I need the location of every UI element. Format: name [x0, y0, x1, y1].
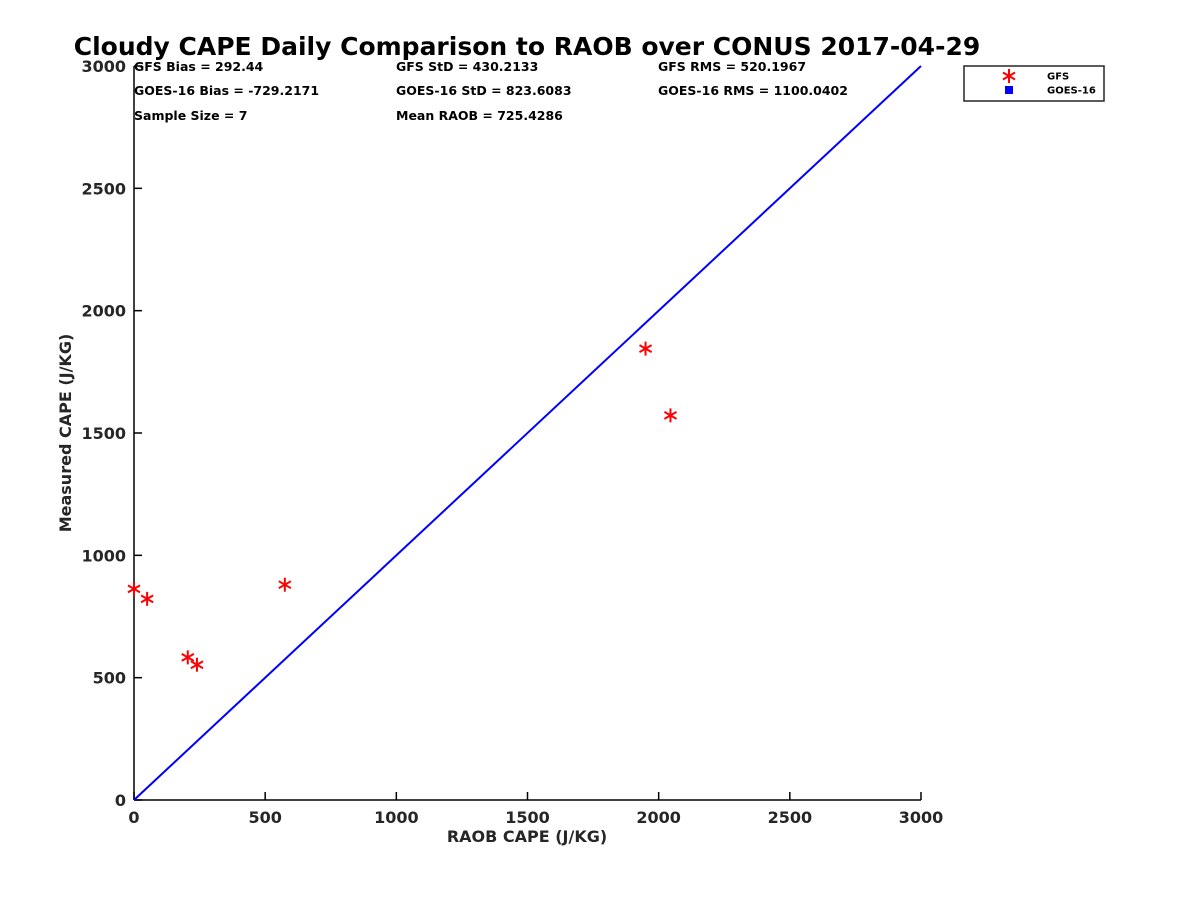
x-tick-label: 3000	[899, 808, 944, 827]
stat-text: GFS RMS = 520.1967	[658, 59, 806, 74]
gfs-point	[190, 657, 204, 672]
x-tick-label: 1500	[505, 808, 550, 827]
x-tick-label: 1000	[374, 808, 419, 827]
stats-block: GFS Bias = 292.44 GFS StD = 430.2133 GFS R…	[134, 59, 848, 123]
x-axis-label: RAOB CAPE (J/KG)	[447, 827, 607, 846]
gfs-point	[140, 591, 154, 606]
gfs-point	[638, 341, 653, 356]
legend-label-gfs: GFS	[1047, 72, 1069, 83]
stat-text: GOES-16 StD = 823.6083	[396, 83, 572, 98]
one-to-one-line	[133, 65, 922, 801]
y-axis-label: Measured CAPE (J/KG)	[56, 334, 75, 533]
stat-text: Mean RAOB = 725.4286	[396, 108, 563, 123]
x-tick-label: 500	[248, 808, 281, 827]
stat-text: GOES-16 Bias = -729.2171	[134, 83, 319, 98]
stat-text: GFS StD = 430.2133	[396, 59, 538, 74]
gfs-point	[181, 650, 195, 665]
y-tick-label: 3000	[81, 57, 126, 76]
x-axis-ticks: 0 500 1000 1500 2000 2500 3000	[128, 792, 943, 827]
reference-line	[133, 65, 922, 801]
legend: GFS GOES-16	[963, 65, 1105, 102]
x-tick-label: 2000	[636, 808, 681, 827]
legend-marker-goes-16	[1005, 86, 1013, 94]
stat-text: GFS Bias = 292.44	[134, 59, 264, 74]
legend-box	[963, 65, 1105, 102]
gfs-point	[663, 408, 678, 423]
y-tick-label: 2000	[81, 302, 126, 321]
x-tick-label: 0	[128, 808, 139, 827]
y-tick-label: 2500	[81, 179, 126, 198]
stat-text: GOES-16 RMS = 1100.0402	[658, 83, 848, 98]
x-tick-label: 2500	[768, 808, 813, 827]
gfs-point	[278, 577, 292, 592]
y-tick-label: 1000	[81, 546, 126, 565]
y-tick-label: 1500	[81, 424, 126, 443]
legend-label-goes-16: GOES-16	[1047, 86, 1096, 97]
y-tick-label: 0	[115, 791, 126, 810]
y-tick-label: 500	[93, 669, 126, 688]
legend-marker-gfs	[1002, 69, 1016, 83]
stat-text: Sample Size = 7	[134, 108, 247, 123]
chart-title: Cloudy CAPE Daily Comparison to RAOB ove…	[74, 32, 980, 61]
data-points	[127, 341, 678, 672]
y-axis-ticks: 0 500 1000 1500 2000 2500 3000	[81, 57, 142, 810]
gfs-point	[127, 581, 141, 596]
